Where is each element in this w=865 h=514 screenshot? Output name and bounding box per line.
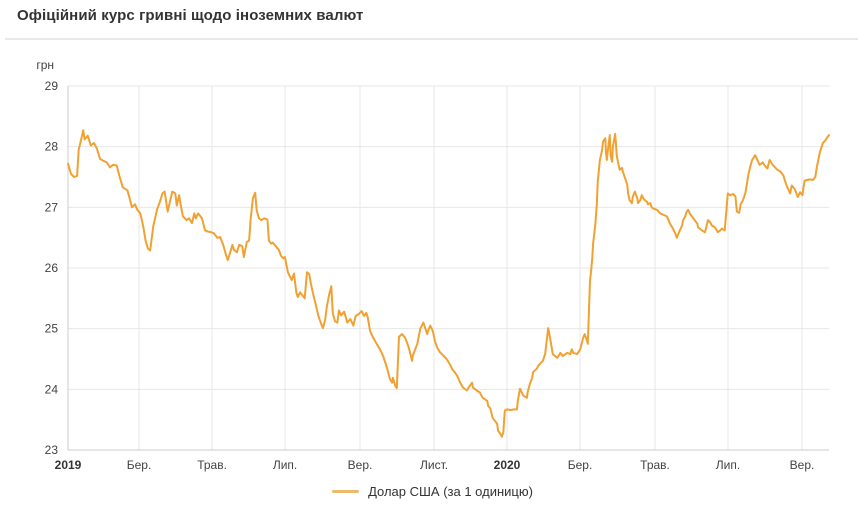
x-axis-tick-label: Лип. [273, 458, 297, 472]
series-line-usd[interactable] [67, 129, 830, 438]
y-axis-tick-label: 24 [45, 382, 59, 396]
x-axis-tick-label: Вер. [348, 458, 373, 472]
y-axis-tick-label: 23 [45, 443, 59, 457]
x-axis-tick-label: 2020 [494, 458, 521, 472]
x-axis-tick-label: Вер. [790, 458, 815, 472]
y-axis-tick-label: 26 [45, 261, 59, 275]
x-axis-tick-label: Трав. [640, 458, 670, 472]
x-axis-tick-label: Трав. [197, 458, 227, 472]
y-axis-tick-label: 28 [45, 140, 59, 154]
y-axis-tick-label: 27 [45, 200, 59, 214]
y-axis-unit-label: грн [36, 58, 54, 72]
x-axis-tick-label: Лист. [420, 458, 448, 472]
x-axis-tick-label: 2019 [55, 458, 82, 472]
page-title: Офіційний курс гривні щодо іноземних вал… [17, 7, 364, 24]
y-axis-tick-label: 25 [45, 322, 59, 336]
x-axis-tick-label: Бер. [568, 458, 593, 472]
x-axis-tick-label: Бер. [127, 458, 152, 472]
legend-line-marker [332, 490, 360, 493]
x-axis-tick-label: Лип. [716, 458, 740, 472]
legend-label: Долар США (за 1 одиницю) [368, 484, 533, 499]
legend-item-usd[interactable]: Долар США (за 1 одиницю) [0, 484, 865, 499]
title-divider [5, 38, 858, 40]
y-axis-tick-label: 29 [45, 79, 59, 93]
